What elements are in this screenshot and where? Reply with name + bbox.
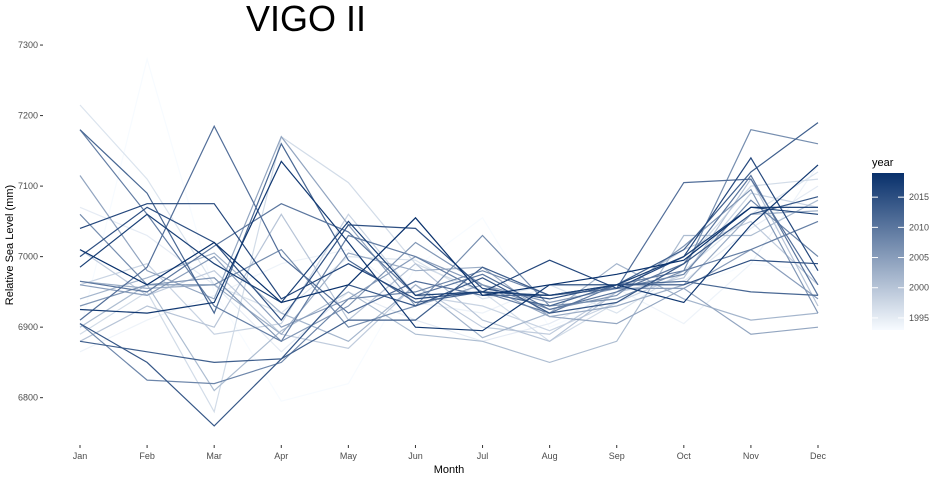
y-tick-label: 7200 xyxy=(18,111,38,121)
legend-tick-label: 2000 xyxy=(909,283,929,293)
x-tick-label: Jan xyxy=(73,451,88,461)
y-tick-label: 6900 xyxy=(18,322,38,332)
series-line-2009 xyxy=(79,129,819,343)
year-legend: year 1995 2000 2005 2010 2015 xyxy=(872,157,929,330)
series-line-2016 xyxy=(79,156,819,300)
x-tick-label: Dec xyxy=(810,451,827,461)
legend-tick-label: 2005 xyxy=(909,253,929,263)
x-axis: Jan Feb Mar Apr May Jun Jul Aug Sep Oct Nov Dec xyxy=(73,445,827,461)
x-tick-label: Mar xyxy=(206,451,222,461)
series-line-2019 xyxy=(79,206,818,304)
series-line-2018 xyxy=(79,160,819,332)
x-tick-label: Jul xyxy=(477,451,489,461)
y-tick-label: 6800 xyxy=(18,393,38,403)
chart-title: VIGO II xyxy=(246,0,366,39)
series-line-2011 xyxy=(79,124,819,321)
x-tick-label: May xyxy=(340,451,358,461)
series-line-2012 xyxy=(79,129,819,315)
y-tick-label: 7000 xyxy=(18,252,38,262)
y-axis-title: Relative Sea Level (mm) xyxy=(4,185,16,305)
series-line-2001 xyxy=(79,199,819,392)
series-lines xyxy=(79,56,819,427)
legend-title: year xyxy=(872,157,894,169)
x-tick-label: Jun xyxy=(408,451,423,461)
series-line-2007 xyxy=(79,129,819,328)
series-line-1999 xyxy=(79,220,819,349)
legend-colorbar xyxy=(872,173,904,330)
x-axis-title: Month xyxy=(434,464,465,476)
legend-tick-label: 2010 xyxy=(909,222,929,232)
y-tick-label: 7300 xyxy=(18,40,38,50)
series-line-2002 xyxy=(79,252,819,342)
y-axis: 6800 6900 7000 7100 7200 7300 xyxy=(18,40,43,403)
x-tick-label: Sep xyxy=(609,451,625,461)
legend-tick-label: 1995 xyxy=(909,313,929,323)
series-line-2014 xyxy=(79,196,819,427)
x-tick-label: Nov xyxy=(743,451,760,461)
x-tick-label: Aug xyxy=(542,451,558,461)
x-tick-label: Oct xyxy=(677,451,692,461)
x-tick-label: Feb xyxy=(139,451,155,461)
series-line-2015 xyxy=(79,206,819,322)
x-tick-label: Apr xyxy=(274,451,288,461)
legend-tick-label: 2015 xyxy=(909,192,929,202)
series-line-1994 xyxy=(79,164,819,353)
series-line-2008 xyxy=(79,199,819,385)
series-line-2003 xyxy=(79,210,819,336)
y-tick-label: 7100 xyxy=(18,181,38,191)
series-line-2017 xyxy=(79,206,819,304)
